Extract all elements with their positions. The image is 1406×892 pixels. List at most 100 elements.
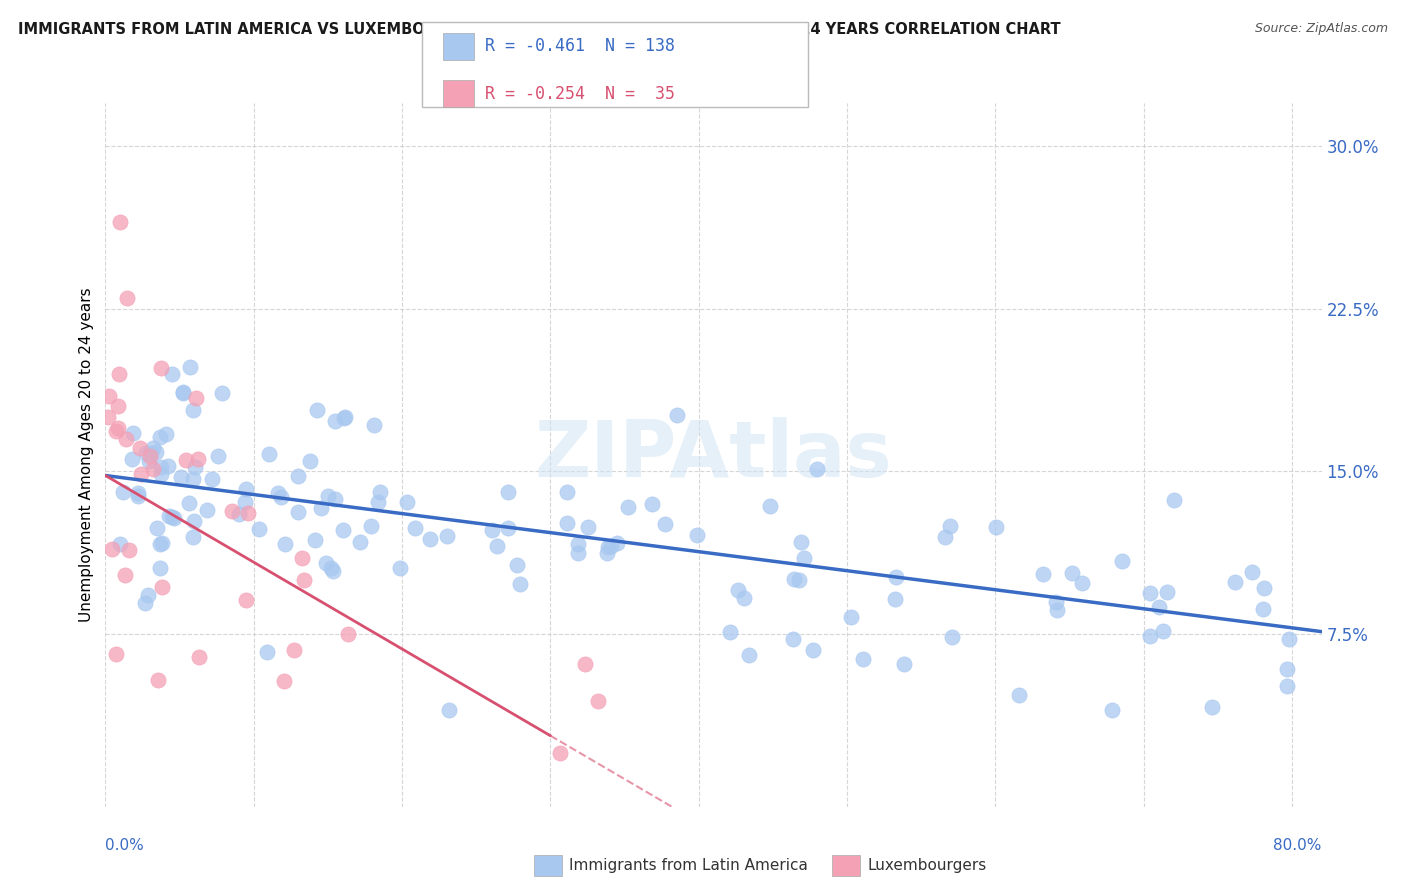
Point xyxy=(1251,602,1274,616)
Point xyxy=(139,450,162,464)
Point xyxy=(323,414,346,428)
Point xyxy=(1223,575,1246,590)
Point xyxy=(256,644,278,658)
Point xyxy=(388,561,411,575)
Point xyxy=(555,485,578,500)
Point xyxy=(315,556,337,570)
Point xyxy=(149,430,172,444)
Point xyxy=(156,459,179,474)
Point xyxy=(247,522,270,536)
Point xyxy=(270,490,292,504)
Point xyxy=(138,454,160,468)
Point xyxy=(783,572,806,586)
Point xyxy=(145,444,167,458)
Point xyxy=(160,368,183,382)
Point xyxy=(127,490,149,504)
Point xyxy=(129,441,152,455)
Point xyxy=(349,534,371,549)
Point xyxy=(1111,554,1133,568)
Point xyxy=(439,703,461,717)
Point xyxy=(235,482,257,496)
Point xyxy=(665,408,688,422)
Point xyxy=(201,472,224,486)
Point xyxy=(149,561,172,575)
Point xyxy=(160,510,183,524)
Point xyxy=(101,542,124,557)
Point xyxy=(617,500,640,515)
Point xyxy=(641,497,664,511)
Point xyxy=(172,384,194,399)
Point xyxy=(150,536,173,550)
Point xyxy=(150,467,173,481)
Point xyxy=(108,215,131,229)
Point xyxy=(142,441,165,455)
Point xyxy=(108,537,131,551)
Point xyxy=(136,588,159,602)
Point xyxy=(801,642,824,657)
Point xyxy=(157,508,180,523)
Point xyxy=(733,591,755,605)
Point xyxy=(135,446,157,460)
Point xyxy=(233,495,256,509)
Point xyxy=(436,529,458,543)
Point xyxy=(1147,599,1170,614)
Point xyxy=(97,409,120,424)
Text: Luxembourgers: Luxembourgers xyxy=(868,858,987,872)
Point xyxy=(98,389,121,403)
Point xyxy=(332,523,354,537)
Point xyxy=(1032,566,1054,581)
Point xyxy=(291,550,314,565)
Point xyxy=(177,496,200,510)
Point xyxy=(789,535,811,549)
Text: 0.0%: 0.0% xyxy=(105,838,145,854)
Point xyxy=(395,495,418,509)
Point xyxy=(155,427,177,442)
Point xyxy=(267,486,290,500)
Point xyxy=(195,503,218,517)
Point xyxy=(304,533,326,547)
Point xyxy=(273,673,295,688)
Point xyxy=(149,537,172,551)
Point xyxy=(509,577,531,591)
Point xyxy=(139,445,162,459)
Point xyxy=(1201,699,1223,714)
Point xyxy=(939,518,962,533)
Point xyxy=(207,450,229,464)
Point xyxy=(181,472,204,486)
Point xyxy=(187,451,209,466)
Point xyxy=(122,425,145,440)
Point xyxy=(336,626,359,640)
Point xyxy=(149,460,172,475)
Text: 80.0%: 80.0% xyxy=(1274,838,1322,854)
Point xyxy=(150,360,173,375)
Point xyxy=(1152,624,1174,638)
Point xyxy=(419,532,441,546)
Point xyxy=(181,402,204,417)
Point xyxy=(184,391,207,405)
Point xyxy=(333,410,356,425)
Point xyxy=(146,673,169,688)
Point xyxy=(118,543,141,558)
Point xyxy=(496,520,519,534)
Point xyxy=(555,516,578,530)
Point xyxy=(1139,629,1161,643)
Point xyxy=(574,657,596,672)
Point xyxy=(485,540,508,554)
Point xyxy=(596,546,619,560)
Text: Immigrants from Latin America: Immigrants from Latin America xyxy=(569,858,808,872)
Point xyxy=(283,643,305,657)
Point xyxy=(1275,662,1298,676)
Point xyxy=(127,485,149,500)
Point xyxy=(1046,603,1069,617)
Point xyxy=(576,519,599,533)
Point xyxy=(367,495,389,509)
Point xyxy=(1045,595,1067,609)
Point xyxy=(588,693,610,707)
Point xyxy=(105,647,128,661)
Point xyxy=(121,452,143,467)
Point xyxy=(759,500,782,514)
Text: IMMIGRANTS FROM LATIN AMERICA VS LUXEMBOURGER UNEMPLOYMENT AMONG AGES 20 TO 24 Y: IMMIGRANTS FROM LATIN AMERICA VS LUXEMBO… xyxy=(18,22,1062,37)
Point xyxy=(1008,689,1031,703)
Point xyxy=(738,648,761,663)
Point xyxy=(170,470,193,484)
